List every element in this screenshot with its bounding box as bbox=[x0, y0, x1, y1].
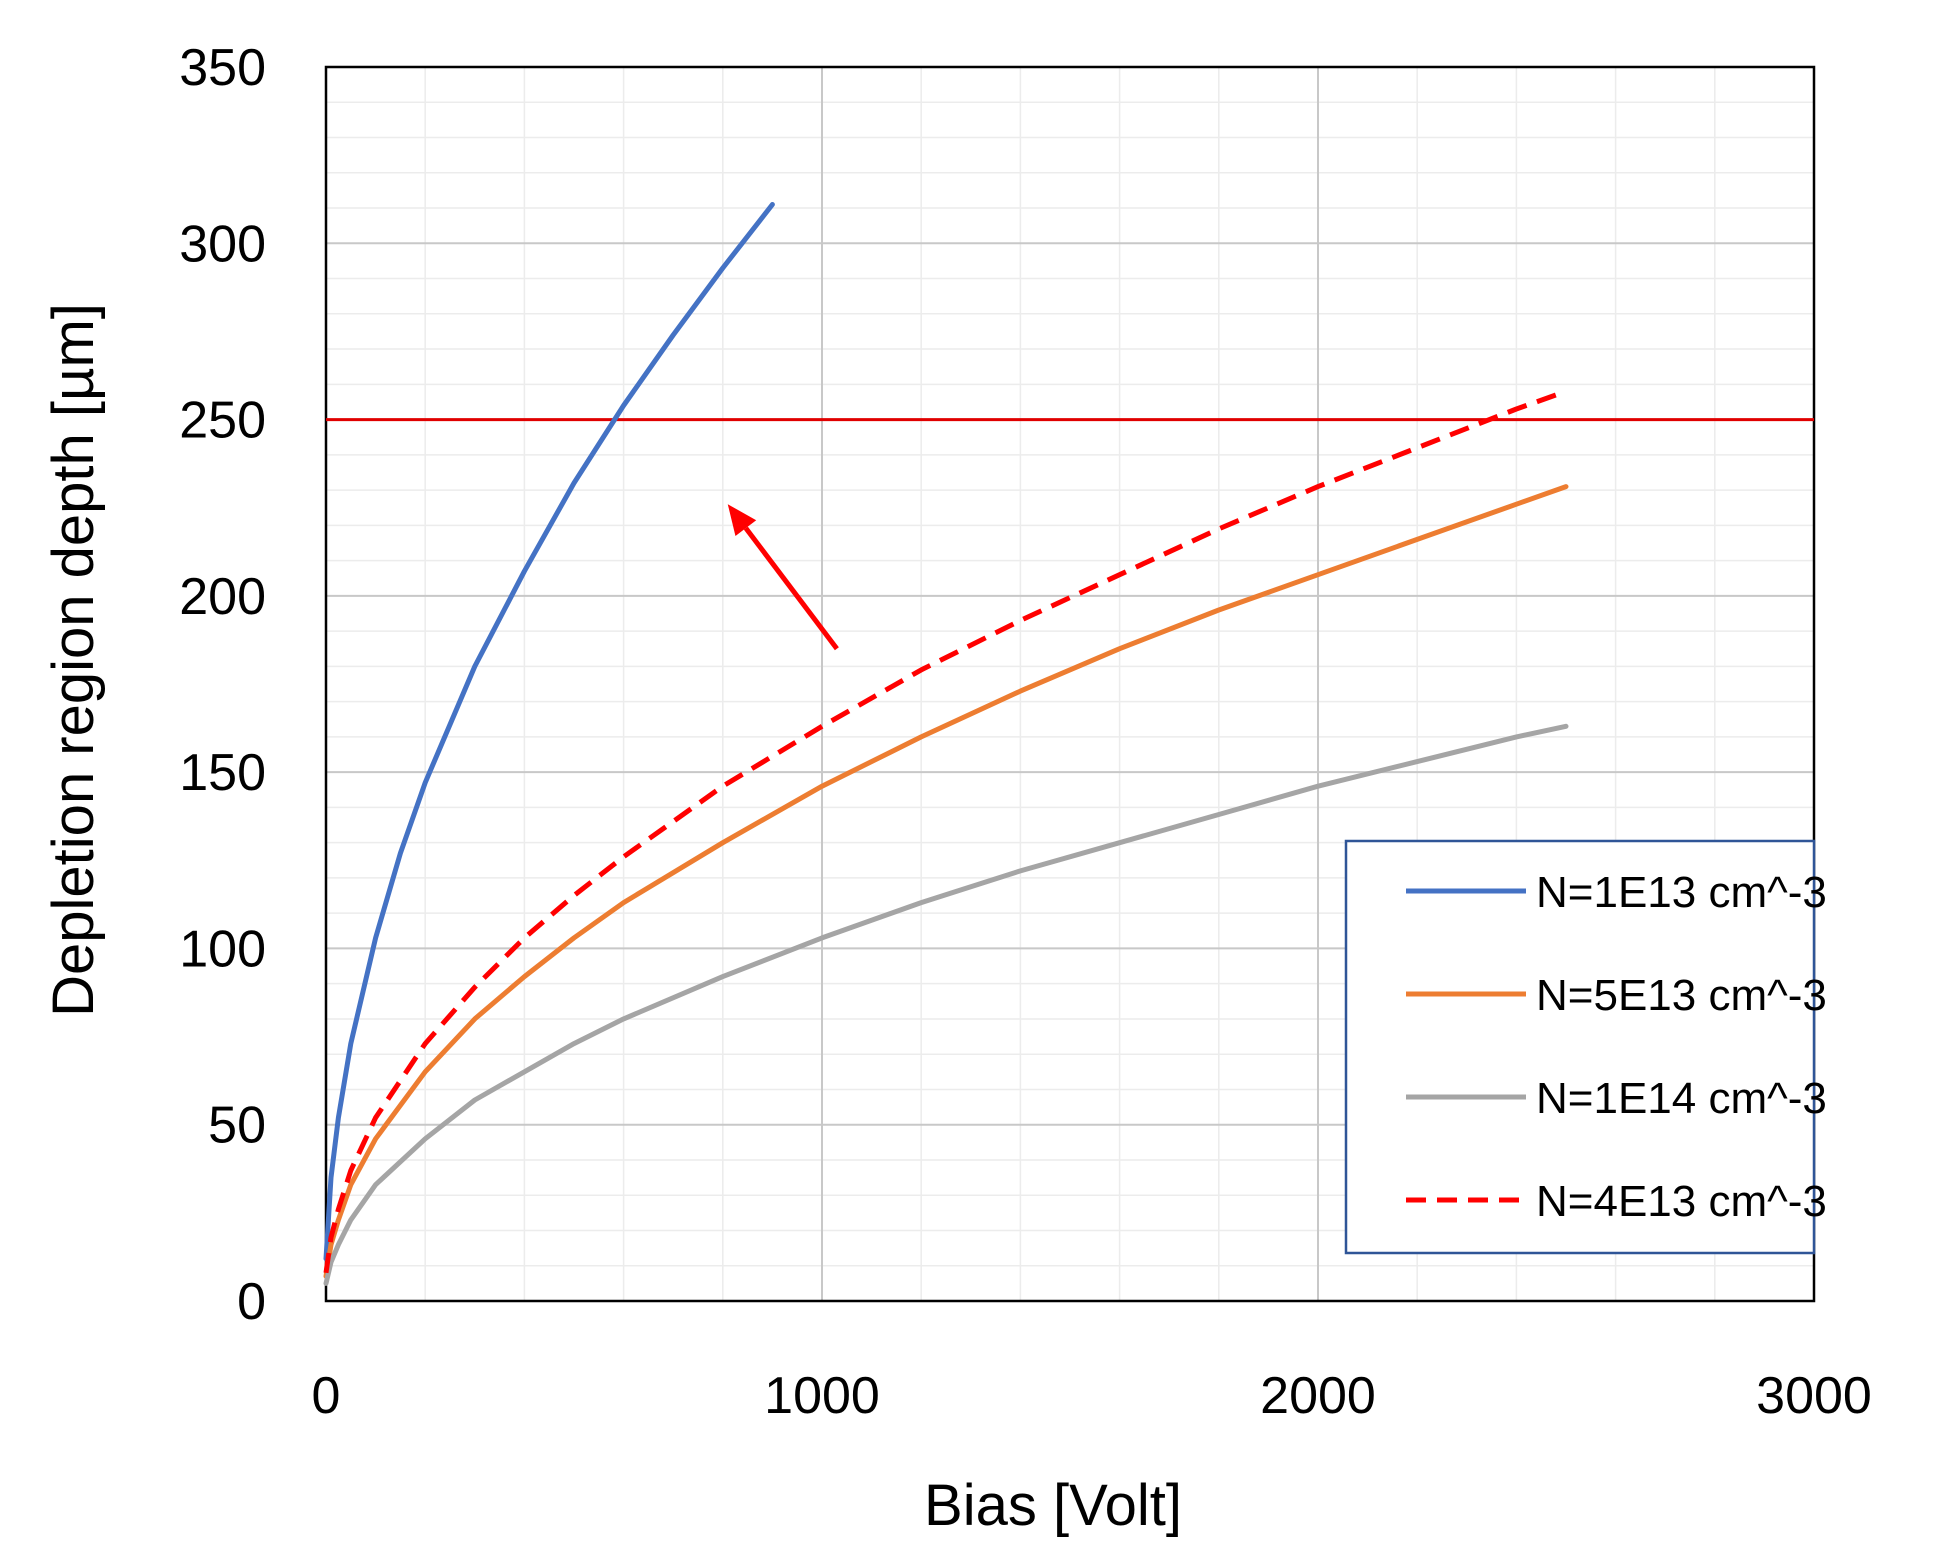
y-tick-label: 150 bbox=[179, 744, 266, 802]
x-tick-label: 3000 bbox=[1756, 1367, 1872, 1425]
y-tick-labels: 0 50 100 150 200 250 300 350 bbox=[179, 39, 266, 1331]
x-tick-label: 0 bbox=[312, 1367, 341, 1425]
series-line-1 bbox=[323, 202, 775, 1262]
x-axis-title: Bias [Volt] bbox=[924, 1473, 1182, 1538]
y-tick-label: 350 bbox=[179, 39, 266, 97]
plot-area-border bbox=[324, 65, 1816, 1303]
y-tick-label: 100 bbox=[179, 920, 266, 978]
series-line-3 bbox=[323, 723, 1569, 1286]
y-tick-label: 250 bbox=[179, 392, 266, 450]
legend-label-4: N=4E13 cm^-3 bbox=[1536, 1177, 1827, 1226]
legend-label-1: N=1E13 cm^-3 bbox=[1536, 868, 1827, 917]
x-tick-label: 1000 bbox=[764, 1367, 880, 1425]
y-tick-label: 0 bbox=[237, 1273, 266, 1331]
annotation-arrow-group bbox=[727, 504, 839, 651]
legend-box bbox=[1344, 839, 1816, 1255]
annotation-arrow-head bbox=[727, 504, 757, 536]
series-line-2 bbox=[323, 484, 1569, 1279]
annotation-arrow-shaft bbox=[743, 526, 839, 651]
y-tick-label: 200 bbox=[179, 568, 266, 626]
y-tick-label: 300 bbox=[179, 215, 266, 273]
legend-label-3: N=1E14 cm^-3 bbox=[1536, 1074, 1827, 1123]
legend: N=1E13 cm^-3 N=5E13 cm^-3 N=1E14 cm^-3 N=4E… bbox=[1344, 839, 1827, 1255]
y-tick-label: 50 bbox=[208, 1097, 266, 1155]
x-tick-label: 2000 bbox=[1260, 1367, 1376, 1425]
y-axis-title: Depletion region depth [µm] bbox=[41, 303, 106, 1017]
x-tick-labels: 0 1000 2000 3000 bbox=[312, 1367, 1872, 1425]
legend-label-2: N=5E13 cm^-3 bbox=[1536, 971, 1827, 1020]
series-group bbox=[323, 202, 1569, 1286]
